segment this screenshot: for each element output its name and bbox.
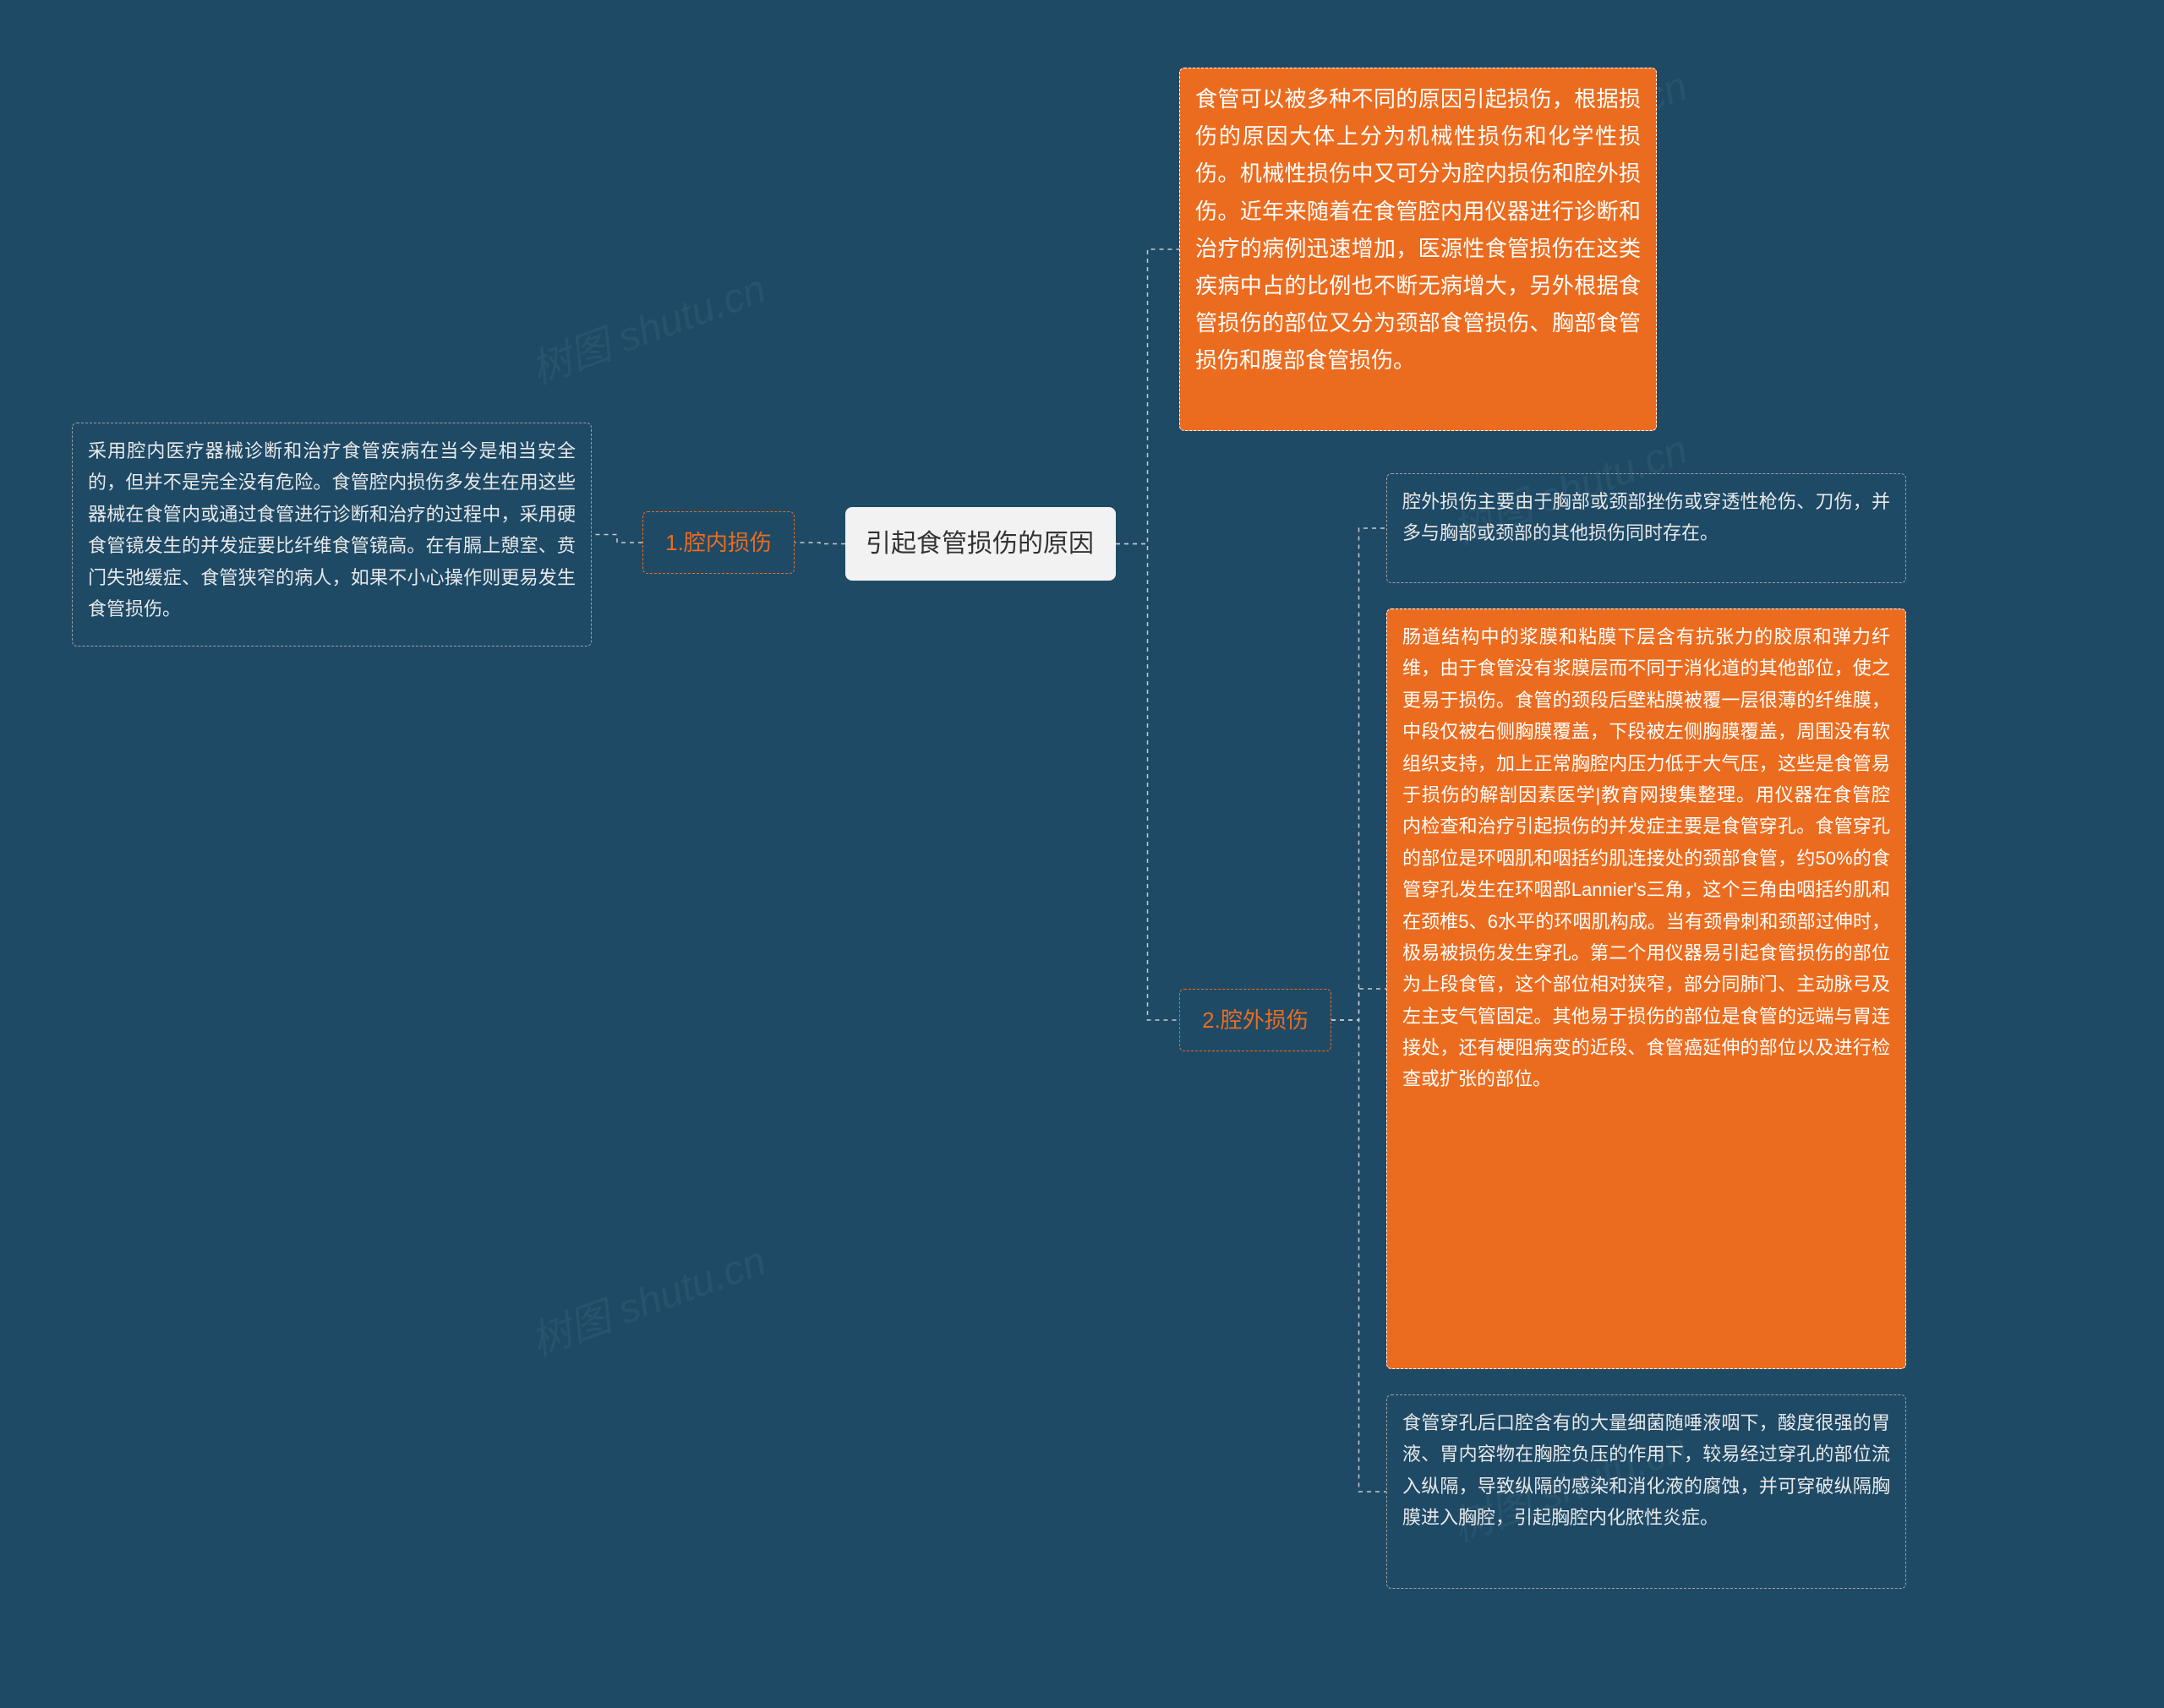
node-root[interactable]: 引起食管损伤的原因: [845, 507, 1116, 581]
watermark: 树图 shutu.cn: [522, 1227, 773, 1367]
connector: [1331, 528, 1386, 1020]
connector: [1116, 249, 1179, 544]
connector: [795, 543, 845, 544]
mindmap-canvas: 树图 shutu.cn树图 shutu.cn树图 shutu.cn树图 shut…: [0, 0, 2164, 1708]
connector: [1116, 544, 1179, 1021]
connector: [592, 535, 642, 543]
node-leaf_b2b[interactable]: 肠道结构中的浆膜和粘膜下层含有抗张力的胶原和弹力纤维，由于食管没有浆膜层而不同于…: [1386, 608, 1906, 1369]
connector: [1331, 989, 1386, 1020]
node-leaf_b2a[interactable]: 腔外损伤主要由于胸部或颈部挫伤或穿透性枪伤、刀伤，并多与胸部或颈部的其他损伤同时…: [1386, 473, 1906, 583]
node-branch2[interactable]: 2.腔外损伤: [1179, 989, 1331, 1051]
node-leaf_b2c[interactable]: 食管穿孔后口腔含有的大量细菌随唾液咽下，酸度很强的胃液、胃内容物在胸腔负压的作用…: [1386, 1394, 1906, 1589]
node-branch1[interactable]: 1.腔内损伤: [642, 511, 795, 574]
node-leaf_intro[interactable]: 食管可以被多种不同的原因引起损伤，根据损伤的原因大体上分为机械性损伤和化学性损伤…: [1179, 68, 1657, 431]
node-leaf_b1[interactable]: 采用腔内医疗器械诊断和治疗食管疾病在当今是相当安全的，但并不是完全没有危险。食管…: [72, 423, 592, 647]
watermark: 树图 shutu.cn: [522, 255, 773, 395]
connector: [1331, 1020, 1386, 1492]
